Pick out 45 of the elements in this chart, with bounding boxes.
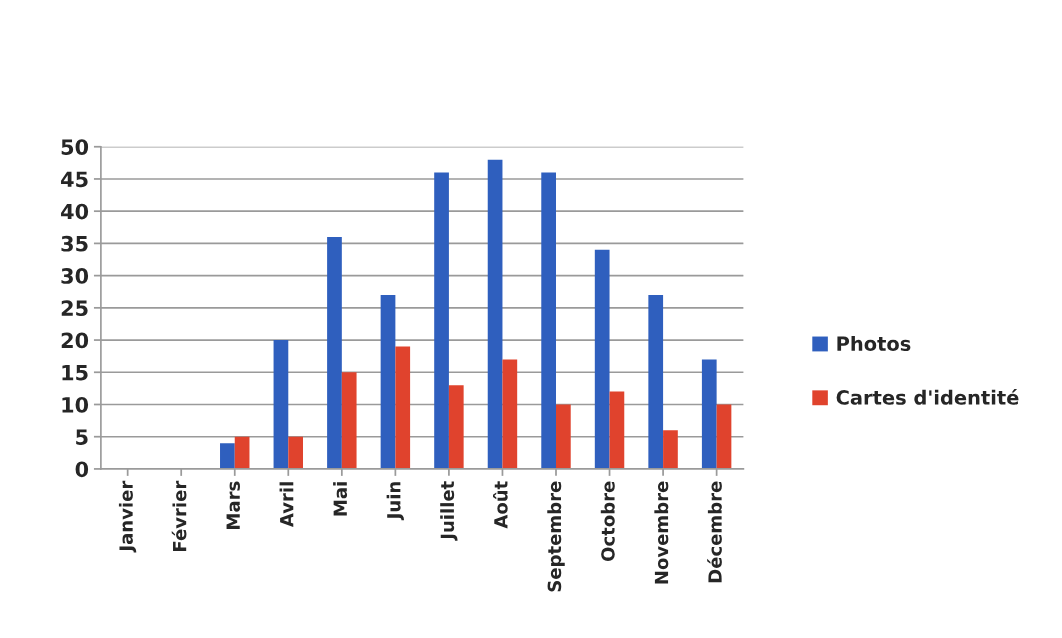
y-tick-label: 40 [61,203,89,220]
bar [395,346,411,469]
y-tick-label: 20 [61,332,89,349]
bar [434,172,449,469]
bar [273,340,289,469]
bar [663,430,678,469]
bar [556,404,571,469]
bar [327,236,342,469]
legend-label: Photos [837,335,911,352]
bar [648,294,664,469]
bar [701,359,717,469]
x-tick-label: Mars [226,481,240,529]
x-tick-label: Décembre [707,481,722,583]
y-tick-label: 10 [62,396,89,413]
y-tick-label: 15 [62,365,88,381]
x-tick-label: Juin [386,482,404,521]
y-tick-label: 30 [61,268,89,284]
y-tick-label: 0 [75,461,89,478]
bar [502,359,518,469]
x-tick-label: Mai [333,482,348,516]
bar [487,159,503,469]
bar [380,294,396,469]
legend-label: Cartes d'identité [836,389,1019,405]
x-tick-label: Septembre [547,481,565,592]
y-tick-label: 45 [61,171,88,188]
bar [609,391,625,469]
x-tick-label: Novembre [654,481,669,584]
bar [341,372,357,469]
x-tick-label: Janvier [118,480,137,553]
bar [448,385,464,469]
bar [541,172,556,469]
x-tick-label: Avril [279,482,294,528]
bar [234,436,250,469]
bar [220,443,235,469]
y-tick-label: 35 [61,235,88,252]
x-tick-label: Août [493,481,508,529]
y-tick-label: 5 [76,429,88,445]
bar [594,249,610,469]
x-tick-label: Juillet [440,481,458,541]
x-tick-label: Février [171,480,187,551]
x-tick-label: Octobre [600,481,615,561]
y-tick-label: 25 [61,300,88,317]
bar [288,436,304,469]
y-tick-label: 50 [61,139,89,155]
bar [716,404,732,469]
